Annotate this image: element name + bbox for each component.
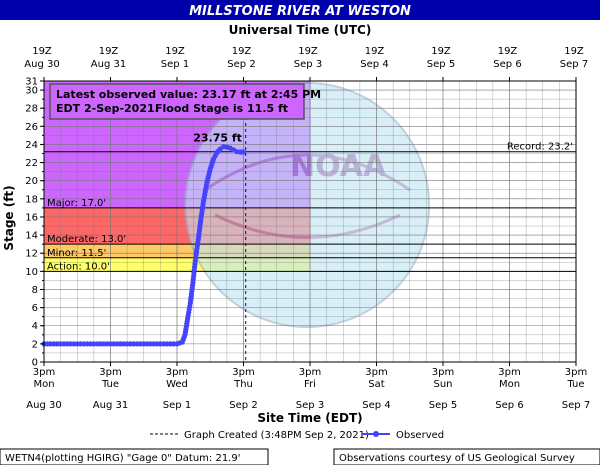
y-tick-label: 10: [25, 267, 38, 278]
record-line: Record: 23.2': [44, 142, 576, 153]
band-label-moderate: Moderate: 13.0': [47, 234, 126, 245]
latest-value-box: Latest observed value: 23.17 ft at 2:45 …: [49, 83, 321, 120]
top-tick-date: Sep 7: [560, 59, 588, 70]
y-tick-label: 22: [25, 158, 38, 169]
footer-credit: Observations courtesy of US Geological S…: [339, 453, 575, 464]
top-tick-date: Sep 6: [493, 59, 521, 70]
bottom-tick-weekday: Sat: [368, 379, 384, 390]
footer: WETN4(plotting HGIRG) "Gage 0" Datum: 21…: [0, 448, 600, 465]
observed-series: [41, 144, 247, 347]
top-tick-date: Aug 31: [91, 59, 126, 70]
top-tick-time: 19Z: [431, 46, 451, 57]
bottom-tick-date: Sep 7: [562, 400, 590, 411]
bottom-tick-weekday: Mon: [499, 379, 520, 390]
top-tick-time: 19Z: [99, 46, 119, 57]
bottom-tick-date: Sep 6: [495, 400, 523, 411]
bottom-tick-time: 3pm: [498, 367, 520, 378]
band-labels: Action: 10.0' Minor: 11.5' Moderate: 13.0'…: [44, 198, 576, 272]
top-tick-time: 19Z: [498, 46, 518, 57]
y-tick-label: 20: [25, 176, 38, 187]
top-tick-date: Sep 3: [294, 59, 322, 70]
top-tick-date: Aug 30: [24, 59, 59, 70]
top-tick-date: Sep 2: [227, 59, 255, 70]
bottom-tick-time: 3pm: [33, 367, 55, 378]
bottom-tick-weekday: Mon: [33, 379, 54, 390]
bottom-tick-date: Sep 5: [429, 400, 457, 411]
y-axis-title: Stage (ft): [2, 185, 16, 250]
y-tick-label: 8: [32, 285, 38, 296]
legend-observed: Observed: [396, 430, 444, 441]
bottom-tick-date: Aug 30: [26, 400, 61, 411]
y-tick-label: 26: [25, 122, 38, 133]
bottom-tick-weekday: Sun: [433, 379, 452, 390]
bottom-tick-time: 3pm: [232, 367, 254, 378]
top-tick-date: Sep 1: [161, 59, 189, 70]
y-tick-label: 6: [32, 303, 38, 314]
svg-text:NOAA: NOAA: [290, 149, 387, 184]
top-tick-time: 19Z: [365, 46, 385, 57]
y-tick-label: 16: [25, 212, 38, 223]
bottom-tick-date: Sep 2: [229, 400, 257, 411]
bottom-tick-date: Aug 31: [93, 400, 128, 411]
top-tick-time: 19Z: [232, 46, 252, 57]
footer-datum: WETN4(plotting HGIRG) "Gage 0" Datum: 21…: [5, 453, 240, 464]
top-axis: 19Z Aug 30 19Z Aug 31 19Z Sep 1 19Z Sep 2 19Z Sep…: [24, 46, 588, 81]
bottom-tick-weekday: Wed: [166, 379, 188, 390]
y-tick-label: 30: [25, 86, 38, 97]
bottom-tick-time: 3pm: [432, 367, 454, 378]
bottom-tick-weekday: Thu: [233, 379, 253, 390]
bottom-tick-time: 3pm: [99, 367, 121, 378]
band-label-major: Major: 17.0': [47, 198, 106, 209]
y-tick-label: 2: [32, 339, 38, 350]
peak-label: 23.75 ft: [193, 132, 242, 145]
record-label: Record: 23.2': [507, 142, 573, 153]
band-label-minor: Minor: 11.5': [47, 248, 106, 259]
top-tick-date: Sep 5: [427, 59, 455, 70]
x-axis-title: Site Time (EDT): [257, 411, 362, 425]
top-tick-time: 19Z: [32, 46, 52, 57]
title-bar: [0, 0, 600, 20]
bottom-tick-time: 3pm: [365, 367, 387, 378]
top-tick-time: 19Z: [564, 46, 584, 57]
top-tick-time: 19Z: [298, 46, 318, 57]
bottom-tick-weekday: Tue: [566, 379, 584, 390]
bottom-tick-time: 3pm: [166, 367, 188, 378]
top-tick-time: 19Z: [165, 46, 185, 57]
data-point: [240, 149, 247, 155]
bottom-tick-time: 3pm: [565, 367, 587, 378]
top-axis-title: Universal Time (UTC): [229, 23, 372, 37]
legend-graph-created: Graph Created (3:48PM Sep 2, 2021): [184, 430, 369, 441]
y-tick-label: 24: [25, 140, 38, 151]
legend: Graph Created (3:48PM Sep 2, 2021) Obser…: [150, 430, 444, 441]
bottom-tick-time: 3pm: [299, 367, 321, 378]
band-label-action: Action: 10.0': [47, 261, 110, 272]
y-tick-label: 28: [25, 104, 38, 115]
info-line-2a: EDT 2-Sep-2021.: [56, 102, 159, 115]
top-tick-date: Sep 4: [360, 59, 388, 70]
y-tick-label: 31: [25, 77, 38, 88]
y-tick-label: 12: [25, 249, 38, 260]
bottom-tick-date: Sep 3: [296, 400, 324, 411]
info-line-2b: Flood Stage is 11.5 ft: [155, 102, 288, 115]
bottom-tick-date: Sep 1: [163, 400, 191, 411]
y-tick-label: 0: [32, 358, 38, 369]
bottom-tick-date: Sep 4: [362, 400, 390, 411]
y-tick-label: 4: [32, 321, 38, 332]
y-tick-label: 18: [25, 194, 38, 205]
bottom-tick-weekday: Tue: [101, 379, 119, 390]
bottom-tick-weekday: Fri: [304, 379, 316, 390]
info-line-1: Latest observed value: 23.17 ft at 2:45 …: [56, 88, 321, 101]
y-tick-label: 14: [25, 231, 38, 242]
chart-title: MILLSTONE RIVER AT WESTON: [189, 4, 411, 19]
